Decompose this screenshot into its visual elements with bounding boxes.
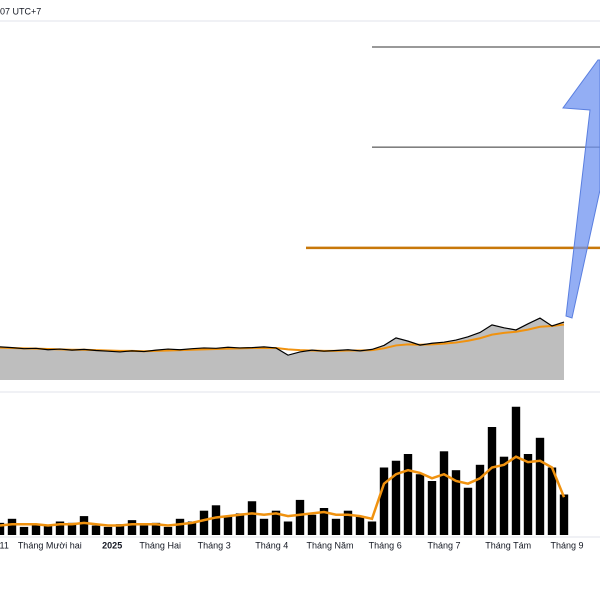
volume-bar: [475, 464, 485, 535]
x-tick-label: Tháng Tám: [485, 540, 531, 550]
volume-bar: [43, 525, 53, 535]
volume-bar: [379, 467, 389, 535]
volume-bar: [319, 508, 329, 535]
volume-bar: [391, 460, 401, 535]
volume-bar: [223, 516, 233, 535]
volume-bar: [259, 518, 269, 535]
volume-bar: [55, 521, 65, 535]
volume-bar: [463, 487, 473, 535]
volume-bar: [187, 521, 197, 535]
volume-bar: [199, 510, 209, 535]
x-tick-label: Tháng Mười hai: [18, 540, 82, 550]
volume-bar: [235, 513, 245, 535]
x-tick-label: Tháng Hai: [139, 540, 181, 550]
x-tick-label: Tháng 3: [198, 540, 231, 550]
volume-bar: [115, 524, 125, 535]
volume-bar: [535, 437, 545, 535]
volume-bar: [427, 481, 437, 535]
volume-bar: [271, 510, 281, 535]
volume-bar: [67, 522, 77, 535]
x-tick-label: Tháng Năm: [306, 540, 353, 550]
volume-bar: [175, 518, 185, 535]
projection-arrow: [562, 59, 600, 319]
volume-bar: [283, 521, 293, 535]
volume-bar: [19, 526, 29, 535]
volume-average: [0, 455, 566, 527]
price-line: [0, 317, 565, 356]
volume-bar: [151, 522, 161, 535]
volume-bar: [355, 516, 365, 535]
volume-bar: [211, 505, 221, 535]
volume-bar: [499, 456, 509, 535]
volume-bar: [487, 427, 497, 535]
x-tick-label: 11: [0, 540, 9, 550]
volume-bar: [523, 454, 533, 535]
volume-bar: [295, 499, 305, 535]
price-area: [0, 318, 564, 380]
volume-bar: [103, 526, 113, 535]
volume-bar: [0, 522, 5, 535]
volume-bar: [7, 518, 17, 535]
volume-bar: [91, 525, 101, 535]
volume-bar: [163, 526, 173, 535]
volume-bar: [139, 525, 149, 535]
x-tick-label: Tháng 9: [550, 540, 583, 550]
volume-bar: [367, 521, 377, 535]
volume-bar: [307, 514, 317, 535]
volume-bar: [511, 406, 521, 535]
x-tick-label: 2025: [102, 540, 122, 550]
volume-bar: [415, 474, 425, 535]
volume-bar: [31, 524, 41, 535]
timezone-label: 07 UTC+7: [0, 6, 41, 16]
volume-bar: [439, 451, 449, 535]
x-tick-label: Tháng 6: [369, 540, 402, 550]
volume-bar: [79, 516, 89, 535]
x-tick-label: Tháng 7: [427, 540, 460, 550]
volume-bar: [547, 467, 557, 535]
volume-bar: [559, 494, 569, 535]
volume-bar: [127, 520, 137, 535]
volume-bar: [247, 501, 257, 535]
volume-bar: [403, 454, 413, 535]
x-tick-label: Tháng 4: [255, 540, 288, 550]
volume-bar: [343, 510, 353, 535]
volume-bar: [331, 518, 341, 535]
volume-bar: [451, 470, 461, 535]
